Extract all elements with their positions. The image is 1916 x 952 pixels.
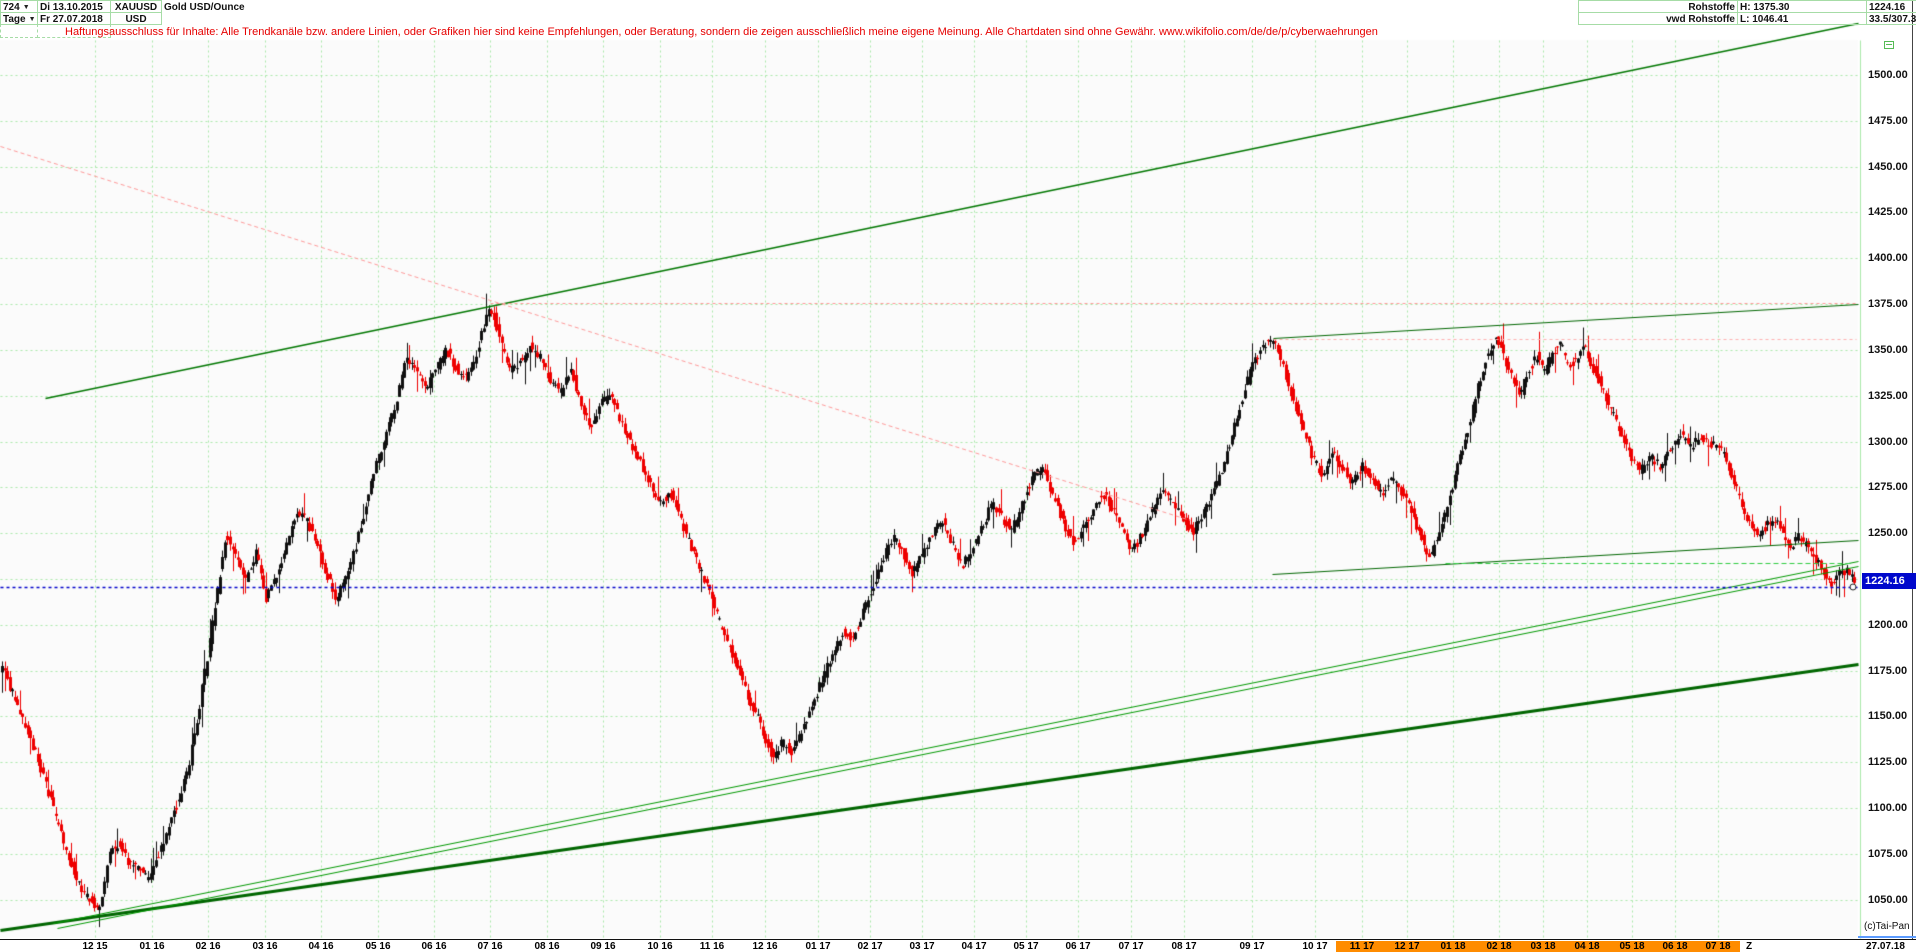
month-tick-label: 06 17 (1065, 941, 1091, 952)
month-tick-label: 04 17 (961, 941, 987, 952)
month-tick-label: 03 16 (252, 941, 278, 952)
price-tick-label: 1425.00 (1868, 206, 1908, 219)
price-tick-label: 1500.00 (1868, 69, 1908, 81)
month-tick-label: 05 18 (1619, 941, 1645, 952)
month-tick-label: 06 18 (1662, 941, 1688, 952)
month-tick-label: 06 16 (421, 941, 447, 952)
price-tick-label: 1150.00 (1868, 710, 1908, 723)
time-highlight-bar (1336, 941, 1740, 952)
month-tick-label: 02 18 (1486, 941, 1512, 952)
cursor-date-underline (1858, 936, 1916, 952)
price-tick-label: 1100.00 (1868, 802, 1908, 815)
month-tick-label: 10 16 (647, 941, 673, 952)
month-tick-label: 03 17 (909, 941, 935, 952)
price-tick-label: 1450.00 (1868, 160, 1908, 173)
month-tick-label: 01 17 (805, 941, 831, 952)
empty-cell (0, 24, 38, 38)
month-tick-label: 07 18 (1705, 941, 1731, 952)
month-tick-label: 04 18 (1574, 941, 1600, 952)
axis-collapse-icon[interactable] (1884, 41, 1894, 49)
month-tick-label: 07 16 (477, 941, 503, 952)
month-tick-label: 03 18 (1530, 941, 1556, 952)
month-tick-label: 09 17 (1239, 941, 1265, 952)
bars-count-value: 724 (3, 2, 20, 13)
price-tick-label: 1050.00 (1868, 893, 1908, 906)
disclaimer-text: Haftungsausschluss für Inhalte: Alle Tre… (65, 26, 1378, 38)
month-tick-label: 08 17 (1171, 941, 1197, 952)
price-tick-label: 1275.00 (1868, 481, 1908, 494)
chevron-down-icon: ▼ (28, 16, 36, 23)
month-tick-label: 05 16 (365, 941, 391, 952)
month-tick-label: 10 17 (1302, 941, 1328, 952)
month-tick-label: 12 16 (752, 941, 778, 952)
month-tick-label: 07 17 (1118, 941, 1144, 952)
month-tick-label: 01 18 (1440, 941, 1466, 952)
month-tick-label: 01 16 (139, 941, 165, 952)
time-axis[interactable]: 12 15 01 16 02 16 03 16 04 16 05 16 06 16 07 16… (0, 939, 1916, 952)
month-tick-label: 12 15 (82, 941, 108, 952)
price-tick-label: 1350.00 (1868, 343, 1908, 356)
instrument-name: Gold USD/Ounce (164, 2, 245, 13)
price-tick-label: 1250.00 (1868, 527, 1908, 540)
price-tick-label: 1175.00 (1868, 664, 1908, 677)
period-value: Tage (3, 14, 26, 25)
price-tick-label: 1375.00 (1868, 298, 1908, 311)
window-right-border (1912, 0, 1913, 952)
price-tick-label: 1325.00 (1868, 389, 1908, 402)
price-tick-label: 1475.00 (1868, 114, 1908, 127)
price-tick-label: 1125.00 (1868, 756, 1908, 769)
currency-cell: USD (110, 12, 162, 25)
low-value-cell: L: 1046.41 (1737, 12, 1867, 25)
price-tick-label: 1400.00 (1868, 252, 1908, 265)
month-tick-label: 04 16 (308, 941, 334, 952)
month-tick-label: 02 16 (195, 941, 221, 952)
last-price-badge: 1224.16 (1862, 572, 1916, 589)
price-tick-label: 1075.00 (1868, 847, 1908, 860)
price-tick-label: 1200.00 (1868, 618, 1908, 631)
cursor-date-label: 27.07.18 (1866, 941, 1905, 952)
feed-cell: vwd Rohstoffe (1578, 12, 1738, 25)
chevron-down-icon: ▼ (22, 4, 30, 11)
zoom-indicator[interactable]: Z (1746, 941, 1753, 952)
month-tick-label: 09 16 (590, 941, 616, 952)
month-tick-label: 11 17 (1349, 941, 1375, 952)
month-tick-label: 12 17 (1394, 941, 1420, 952)
price-tick-label: 1300.00 (1868, 435, 1908, 448)
month-tick-label: 08 16 (534, 941, 560, 952)
copyright-label: (c)Tai-Pan (1864, 921, 1910, 932)
month-tick-label: 11 16 (699, 941, 725, 952)
month-tick-label: 02 17 (857, 941, 883, 952)
month-tick-label: 05 17 (1013, 941, 1039, 952)
empty-cell (37, 24, 111, 38)
range-info-cell: 33.5/307.3 (1866, 12, 1916, 25)
